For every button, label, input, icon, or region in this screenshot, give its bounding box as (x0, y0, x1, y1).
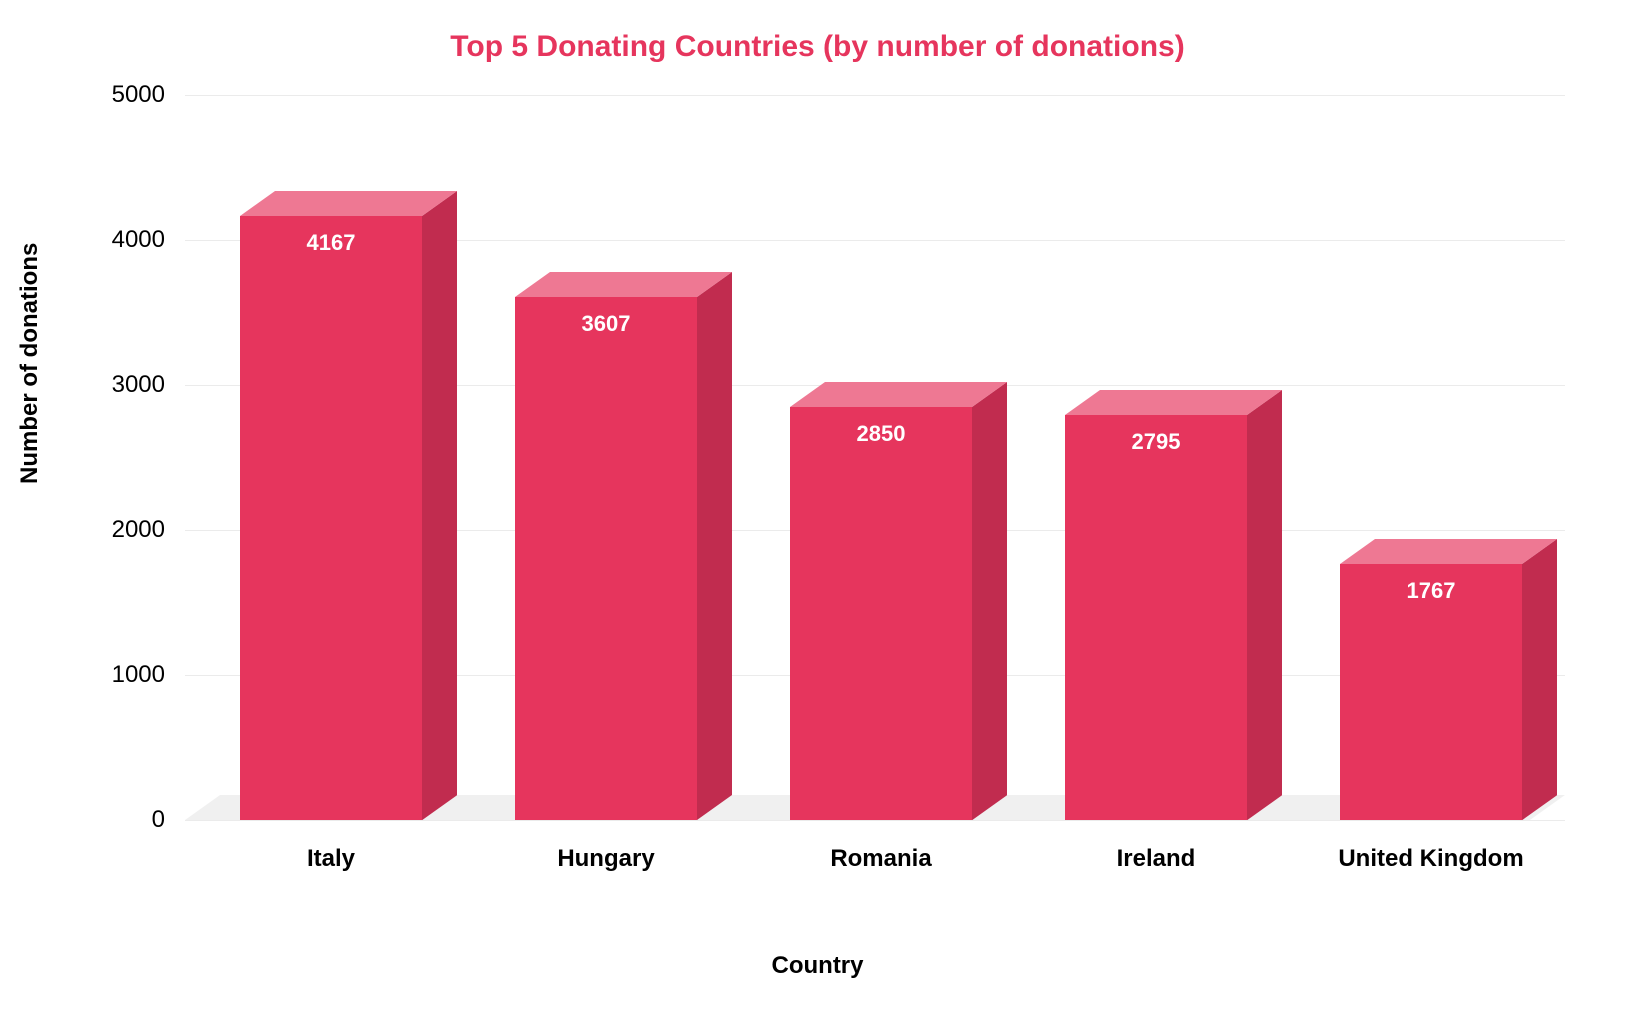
bar: 2850 (790, 382, 1007, 820)
plot-area: 010002000300040005000 4167Italy 3607Hung… (185, 95, 1565, 820)
bar: 1767 (1340, 539, 1557, 820)
y-tick-label: 0 (85, 806, 165, 834)
bar-top (1340, 539, 1557, 564)
y-tick-label: 4000 (85, 226, 165, 254)
x-tick-label: Hungary (475, 845, 737, 873)
bar-side (697, 272, 732, 820)
chart-title: Top 5 Donating Countries (by number of d… (0, 30, 1635, 64)
bar-side (422, 191, 457, 820)
chart-container: Top 5 Donating Countries (by number of d… (0, 0, 1635, 1010)
bar-side (1522, 539, 1557, 820)
x-tick-label: Ireland (1025, 845, 1287, 873)
bar-top (1065, 390, 1282, 415)
bar-top (790, 382, 1007, 407)
bar-side (972, 382, 1007, 820)
y-tick-label: 5000 (85, 81, 165, 109)
bar-value-label: 4167 (240, 230, 422, 256)
bar: 4167 (240, 191, 457, 820)
y-tick-label: 1000 (85, 661, 165, 689)
bar-value-label: 1767 (1340, 578, 1522, 604)
bar: 3607 (515, 272, 732, 820)
bar-front (1065, 415, 1247, 820)
x-axis-label: Country (0, 952, 1635, 980)
bar-value-label: 3607 (515, 311, 697, 337)
x-tick-label: Romania (750, 845, 1012, 873)
bar-side (1247, 390, 1282, 820)
bar-top (515, 272, 732, 297)
y-axis-label: Number of donations (16, 243, 44, 484)
gridline (185, 820, 1565, 821)
bar-value-label: 2850 (790, 421, 972, 447)
bar-front (515, 297, 697, 820)
bar-front (240, 216, 422, 820)
x-tick-label: United Kingdom (1300, 845, 1562, 873)
x-tick-label: Italy (200, 845, 462, 873)
bar-top (240, 191, 457, 216)
bar-value-label: 2795 (1065, 429, 1247, 455)
y-tick-label: 3000 (85, 371, 165, 399)
bar-front (790, 407, 972, 820)
y-tick-label: 2000 (85, 516, 165, 544)
gridline (185, 95, 1565, 96)
bar: 2795 (1065, 390, 1282, 820)
